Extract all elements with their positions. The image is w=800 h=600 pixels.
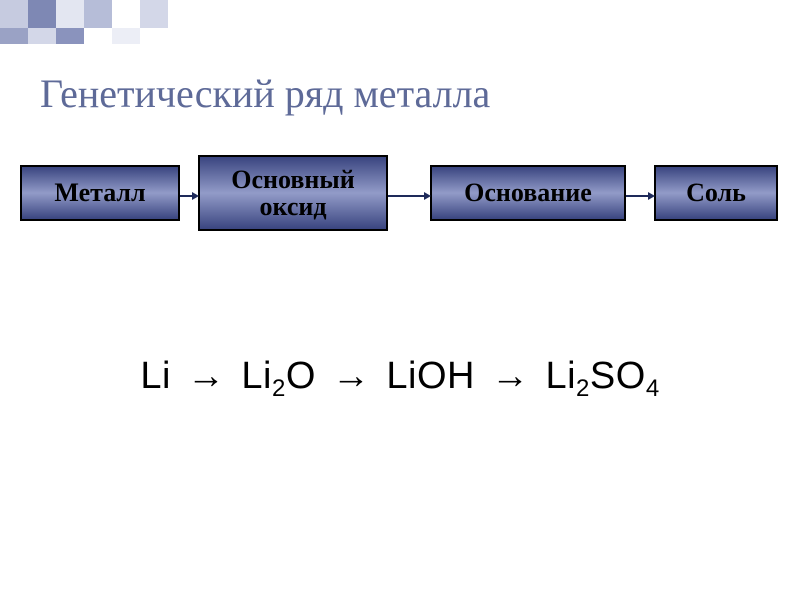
deco-square [28,0,56,28]
equation: Li → Li2O → LiOH → Li2SO4 [0,355,800,398]
deco-square [112,28,140,44]
flow-box-metal: Металл [20,165,180,221]
flow-box-oxide: Основныйоксид [198,155,388,231]
deco-square [56,28,84,44]
deco-square [140,0,168,28]
equation-arrow: → [187,355,226,397]
deco-square [84,0,112,28]
equation-term: Li [140,355,171,397]
flow-arrow [388,192,431,200]
deco-square [56,0,84,28]
equation-term: Li2O [241,355,316,397]
slide-title: Генетический ряд металла [40,70,490,117]
deco-square [28,28,56,44]
flow-arrow [180,192,199,200]
corner-decoration [0,0,230,50]
deco-square [0,28,28,44]
flow-box-salt: Соль [654,165,778,221]
deco-square [0,0,28,28]
equation-term: LiOH [386,355,475,397]
equation-arrow: → [332,355,371,397]
flowchart: Металл Основныйоксид Основание Соль [20,155,780,235]
equation-arrow: → [491,355,530,397]
flow-box-base: Основание [430,165,626,221]
flow-arrow [626,192,655,200]
equation-term: Li2SO4 [545,355,659,397]
